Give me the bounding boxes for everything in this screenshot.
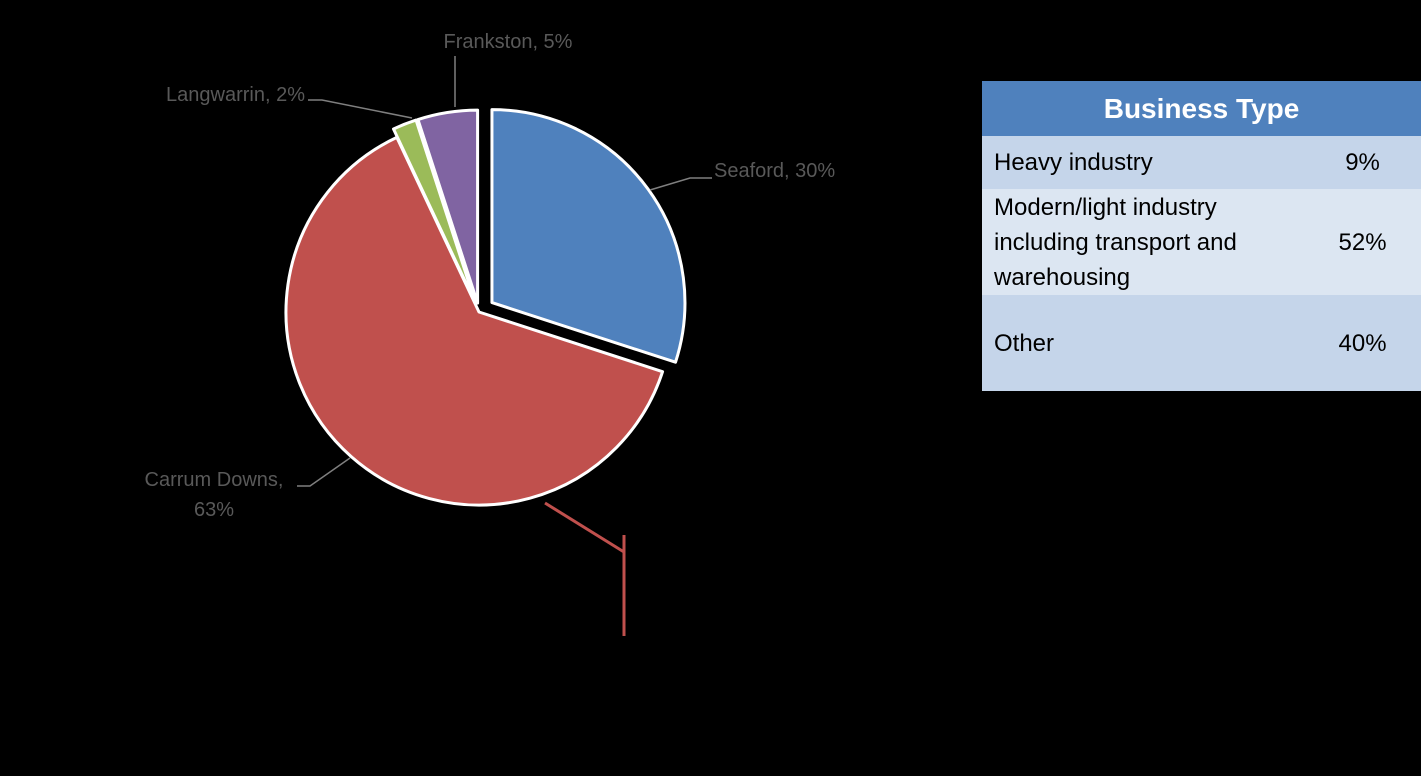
data-label: Langwarrin, 2% bbox=[166, 84, 305, 106]
leader-lines bbox=[297, 56, 712, 487]
leader-line bbox=[308, 99, 413, 119]
table-cell: Heavy industry bbox=[982, 136, 1305, 189]
table-cell: 40% bbox=[1304, 295, 1421, 391]
annotation-bracket bbox=[544, 501, 626, 636]
business-type-table: Business Type Heavy industry 9% Modern/li… bbox=[982, 81, 1421, 391]
pie bbox=[284, 108, 687, 507]
leader-line bbox=[297, 457, 351, 487]
data-label: Frankston, 5% bbox=[443, 31, 573, 53]
table-cell: Other bbox=[982, 295, 1305, 391]
table-cell: 9% bbox=[1304, 136, 1421, 189]
table-header: Business Type bbox=[982, 81, 1421, 136]
pie-slice bbox=[284, 135, 665, 507]
pie-slice bbox=[490, 108, 687, 364]
data-label: Seaford, 30% bbox=[714, 160, 836, 182]
pie-slice bbox=[392, 118, 478, 306]
data-label: Carrum Downs, 63% bbox=[144, 469, 284, 521]
pie-slice bbox=[416, 108, 480, 305]
table-cell: Modern/light industry including transpor… bbox=[982, 189, 1305, 295]
leader-line bbox=[649, 177, 712, 191]
table-cell: 52% bbox=[1304, 189, 1421, 295]
bracket-line bbox=[544, 501, 625, 554]
